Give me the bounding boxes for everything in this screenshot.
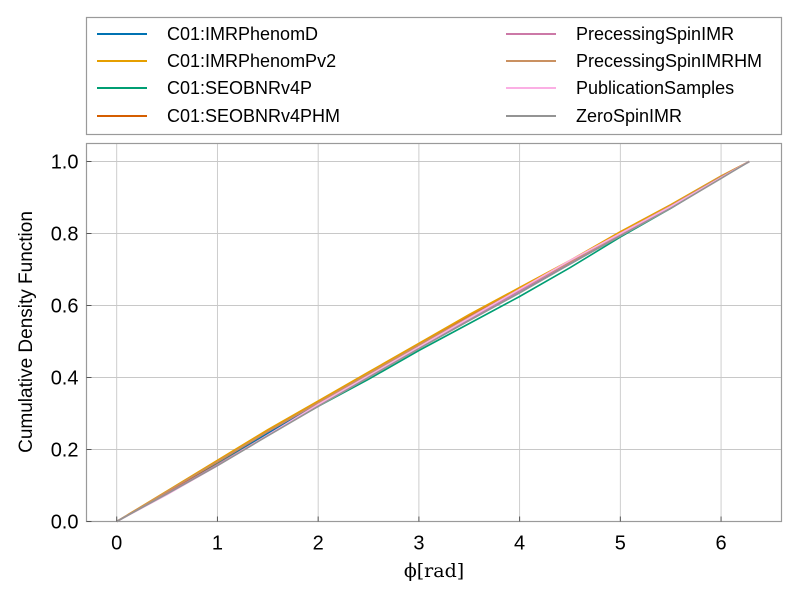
x-tick-label-1: 1 xyxy=(212,533,223,555)
series-lines xyxy=(116,160,750,523)
x-tick-label-0: 0 xyxy=(111,533,122,555)
legend-label-0: C01:IMRPhenomD xyxy=(167,24,318,44)
axes-frame xyxy=(85,142,783,523)
legend: C01:IMRPhenomD C01:IMRPhenomPv2 C01:SEOBNR… xyxy=(85,16,783,136)
y-tick-label-0: 0.0 xyxy=(51,512,79,534)
legend-label-5: PrecessingSpinIMRHM xyxy=(576,51,762,71)
plot-area: 0 1 2 3 4 5 6 0.0 0.2 0.4 0.6 0.8 1.0 xyxy=(51,142,783,555)
legend-label-6: PublicationSamples xyxy=(576,78,734,98)
y-ticks: 0.0 0.2 0.4 0.6 0.8 1.0 xyxy=(51,152,92,534)
x-axis-label: ϕ[rad] xyxy=(404,560,464,582)
legend-label-2: C01:SEOBNRv4P xyxy=(167,78,312,98)
series-line-1 xyxy=(116,160,750,523)
series-line-7 xyxy=(116,160,750,523)
legend-label-4: PrecessingSpinIMR xyxy=(576,24,734,44)
x-tick-label-5: 5 xyxy=(615,533,626,555)
y-tick-label-2: 0.4 xyxy=(51,368,79,390)
x-tick-label-3: 3 xyxy=(413,533,424,555)
y-tick-label-1: 0.2 xyxy=(51,440,79,462)
x-ticks: 0 1 2 3 4 5 6 xyxy=(111,516,727,555)
legend-label-1: C01:IMRPhenomPv2 xyxy=(167,51,336,71)
x-tick-label-2: 2 xyxy=(313,533,324,555)
y-axis-label: Cumulative Density Function xyxy=(16,211,37,453)
legend-label-3: C01:SEOBNRv4PHM xyxy=(167,106,340,126)
legend-frame xyxy=(85,16,783,136)
legend-items: C01:IMRPhenomD C01:IMRPhenomPv2 C01:SEOBNR… xyxy=(97,24,762,126)
legend-label-7: ZeroSpinIMR xyxy=(576,106,682,126)
y-tick-label-3: 0.6 xyxy=(51,296,79,318)
x-tick-label-6: 6 xyxy=(716,533,727,555)
x-tick-label-4: 4 xyxy=(514,533,525,555)
y-tick-label-5: 1.0 xyxy=(51,152,79,174)
y-tick-label-4: 0.8 xyxy=(51,224,79,246)
